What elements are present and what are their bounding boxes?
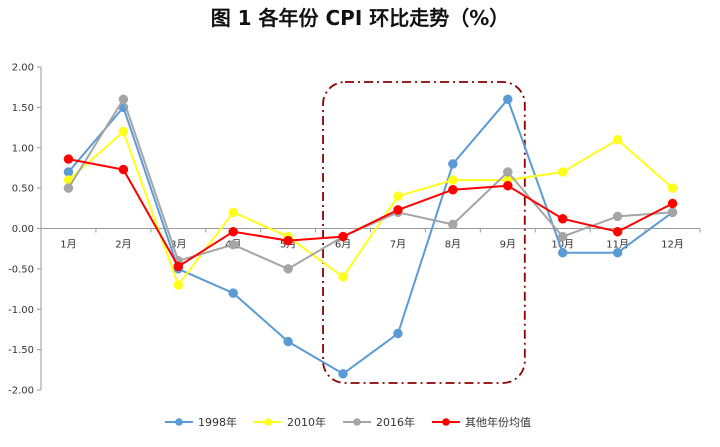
data-point: [503, 94, 513, 105]
data-point: [557, 167, 568, 177]
data-point: [448, 219, 458, 230]
legend-label: 其他年份均值: [465, 415, 531, 429]
data-point: [612, 211, 623, 222]
data-point: [612, 247, 623, 258]
x-category-label: 6月: [335, 239, 351, 251]
series-line: [68, 158, 673, 268]
y-tick-label: -1.50: [8, 345, 34, 356]
data-point: [667, 183, 678, 193]
series-1: [63, 126, 678, 290]
legend-swatch-marker: [264, 418, 272, 426]
data-point: [228, 288, 238, 298]
legend-label: 2016年: [376, 415, 415, 429]
data-point: [557, 214, 568, 224]
y-tick-label: -0.50: [8, 264, 34, 275]
x-category-label: 7月: [390, 239, 406, 251]
data-point: [63, 154, 74, 164]
data-point: [118, 94, 129, 105]
data-point: [393, 328, 403, 339]
x-category-label: 8月: [445, 239, 461, 251]
legend-label: 2010年: [287, 415, 326, 429]
data-point: [503, 167, 513, 177]
data-point: [118, 164, 129, 175]
data-point: [173, 280, 184, 290]
data-point: [118, 126, 129, 137]
series-3: [63, 154, 678, 272]
x-category-label: 2月: [115, 239, 131, 251]
data-point: [448, 175, 458, 185]
y-tick-label: -1.00: [8, 305, 34, 316]
data-point: [173, 261, 184, 272]
y-tick-label: 0.50: [12, 184, 34, 195]
data-point: [228, 239, 238, 250]
data-point: [338, 231, 348, 242]
x-category-label: 12月: [661, 239, 684, 251]
legend-item: 2010年: [254, 415, 326, 429]
data-point: [448, 184, 458, 195]
data-point: [338, 272, 348, 282]
x-axis: 1月2月3月4月5月6月7月8月9月10月11月12月: [40, 228, 701, 251]
data-point: [557, 231, 568, 242]
data-point: [503, 180, 513, 191]
y-tick-label: -2.00: [8, 386, 34, 397]
data-point: [557, 247, 568, 258]
data-point: [228, 207, 238, 218]
chart-title: 图 1 各年份 CPI 环比走势（%）: [211, 6, 510, 30]
x-category-label: 10月: [551, 239, 574, 251]
legend-item: 其他年份均值: [432, 415, 531, 429]
data-point: [63, 167, 74, 177]
x-category-label: 9月: [500, 239, 516, 251]
highlight-box-rect: [322, 81, 526, 384]
y-tick-label: 1.50: [12, 103, 34, 114]
legend-item: 2016年: [343, 415, 415, 429]
data-point: [667, 198, 678, 209]
y-tick-label: 2.00: [12, 63, 34, 74]
data-point: [448, 159, 458, 169]
y-axis: 2.00 1.50 1.00 0.50 0.00 -0.50 -1.00 -1.50 -2.00: [8, 63, 42, 397]
series-line: [67, 98, 674, 375]
legend-swatch-marker: [353, 418, 361, 426]
x-category-label: 1月: [60, 239, 76, 251]
series-2: [63, 94, 678, 274]
legend-swatch-marker: [175, 418, 183, 426]
data-point: [283, 235, 293, 246]
data-point: [393, 205, 403, 215]
series-line: [67, 98, 673, 270]
legend: 1998年 2010年 2016年 其他年份均值: [165, 415, 531, 429]
data-point: [338, 369, 348, 379]
data-point: [667, 207, 678, 218]
series-lines: [63, 94, 678, 379]
series-line: [67, 130, 674, 286]
data-point: [283, 264, 293, 274]
data-point: [612, 134, 623, 145]
legend-item: 1998年: [165, 415, 237, 429]
data-point: [63, 183, 74, 193]
data-point: [393, 191, 403, 201]
data-point: [283, 336, 293, 347]
data-point: [228, 226, 238, 237]
y-tick-label: 0.00: [12, 224, 34, 235]
highlight-box: [322, 81, 526, 384]
y-tick-label: 1.00: [12, 143, 34, 154]
legend-label: 1998年: [198, 415, 237, 429]
data-point: [612, 226, 623, 237]
legend-swatch-marker: [442, 418, 450, 426]
